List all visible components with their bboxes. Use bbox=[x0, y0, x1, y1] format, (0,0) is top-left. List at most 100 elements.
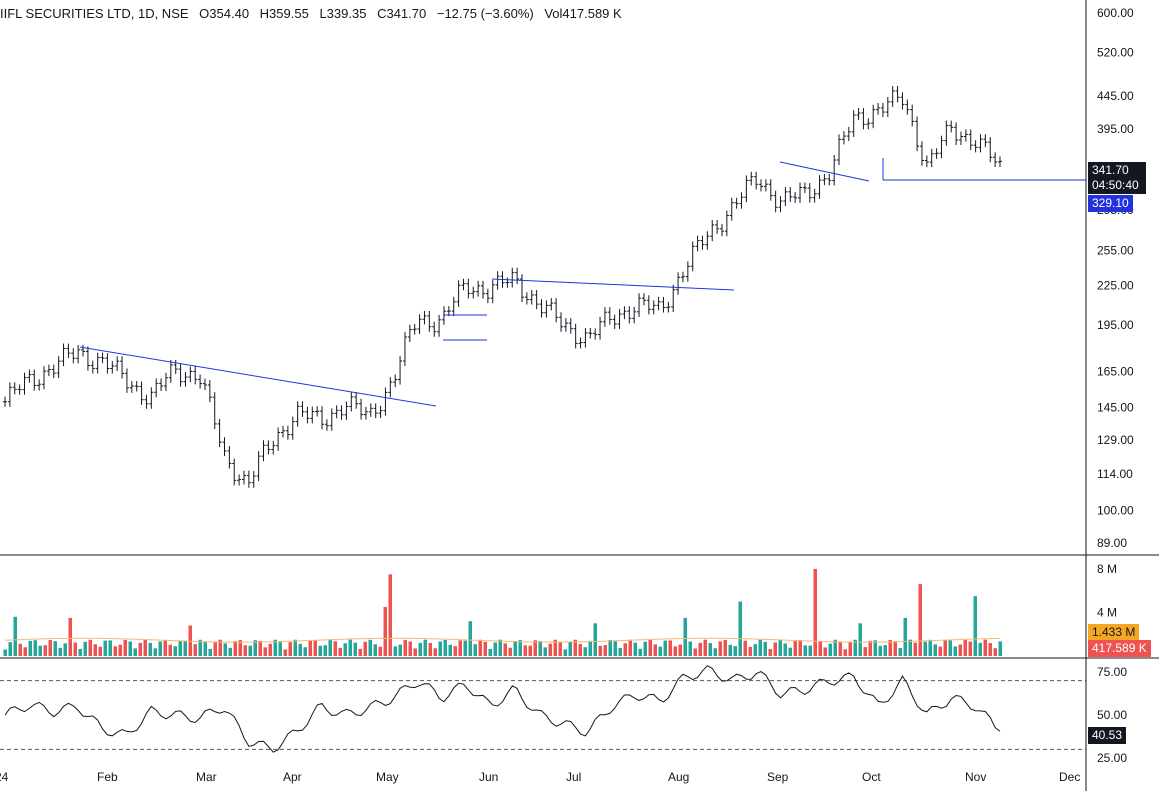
price-tick-label: 395.00 bbox=[1097, 122, 1134, 136]
volume-bar bbox=[558, 642, 562, 656]
volume-bar bbox=[808, 645, 812, 656]
volume-bar bbox=[958, 644, 962, 656]
volume-bar bbox=[418, 642, 422, 656]
volume-bar bbox=[163, 639, 167, 656]
volume-bar bbox=[838, 642, 842, 656]
volume-bar bbox=[723, 639, 727, 656]
volume-bar bbox=[223, 643, 227, 656]
volume-bar bbox=[28, 640, 32, 656]
volume-bar bbox=[78, 648, 82, 656]
volume-bar bbox=[978, 642, 982, 656]
volume-bar bbox=[528, 645, 532, 656]
price-tick-label: 145.00 bbox=[1097, 400, 1134, 414]
volume-bar bbox=[198, 639, 202, 656]
volume-bar bbox=[313, 640, 317, 656]
volume-bar bbox=[368, 639, 372, 656]
volume-bar bbox=[658, 646, 662, 656]
price-tick-label: 195.00 bbox=[1097, 318, 1134, 332]
volume-bar bbox=[703, 639, 707, 656]
volume-bar bbox=[443, 639, 447, 656]
volume-bar bbox=[238, 640, 242, 656]
volume-tick-label: 8 M bbox=[1097, 562, 1117, 576]
volume-bar bbox=[928, 639, 932, 656]
symbol-label: IIFL SECURITIES LTD, 1D, NSE bbox=[0, 6, 189, 21]
volume-bar bbox=[983, 639, 987, 656]
rsi-pane[interactable] bbox=[0, 665, 1086, 753]
volume-bar bbox=[243, 645, 247, 656]
volume-bar bbox=[518, 640, 522, 656]
volume-bar bbox=[513, 641, 517, 656]
volume-bar bbox=[863, 647, 867, 656]
volume-bar bbox=[523, 645, 527, 656]
volume-bar bbox=[468, 621, 472, 656]
countdown: 04:50:40 bbox=[1092, 178, 1139, 192]
volume-bar bbox=[273, 639, 277, 656]
volume-bar bbox=[643, 641, 647, 656]
volume-bar bbox=[303, 647, 307, 656]
volume-bar bbox=[763, 641, 767, 656]
volume-bar bbox=[138, 642, 142, 656]
volume-bar bbox=[998, 641, 1002, 656]
volume-bar bbox=[43, 645, 47, 656]
volume-bar bbox=[743, 640, 747, 656]
volume-bar bbox=[653, 644, 657, 656]
price-pane[interactable] bbox=[3, 85, 1086, 488]
volume-ma-line bbox=[4, 637, 1001, 643]
close-value: C341.70 bbox=[377, 6, 427, 21]
time-tick-label: Nov bbox=[965, 770, 986, 784]
volume-bar bbox=[288, 642, 292, 656]
volume-bar bbox=[428, 642, 432, 656]
trendline bbox=[779, 161, 870, 182]
chart-legend: IIFL SECURITIES LTD, 1D, NSE O354.40 H35… bbox=[0, 6, 629, 21]
volume-bar bbox=[218, 639, 222, 656]
volume-bar bbox=[633, 642, 637, 656]
volume-bar bbox=[893, 641, 897, 656]
rsi-line bbox=[4, 665, 1001, 753]
volume-bar bbox=[603, 645, 607, 656]
volume-bar bbox=[363, 641, 367, 656]
price-tick-label: 445.00 bbox=[1097, 89, 1134, 103]
volume-bar bbox=[328, 640, 332, 656]
volume-bar bbox=[903, 617, 907, 656]
volume-bar bbox=[913, 642, 917, 656]
volume-bar bbox=[993, 648, 997, 656]
volume-bar bbox=[63, 643, 67, 656]
volume-bar bbox=[478, 639, 482, 656]
volume-bar bbox=[648, 639, 652, 656]
volume-bar bbox=[823, 647, 827, 656]
volume-bar bbox=[563, 649, 567, 656]
volume-bar bbox=[258, 640, 262, 656]
open-value: O354.40 bbox=[199, 6, 250, 21]
volume-bar bbox=[168, 644, 172, 656]
volume-bar bbox=[143, 639, 147, 656]
volume-bar bbox=[253, 640, 257, 656]
volume-bar bbox=[343, 643, 347, 656]
volume-bar bbox=[18, 643, 22, 656]
volume-bar bbox=[628, 639, 632, 656]
volume-bar bbox=[753, 644, 757, 656]
volume-bar bbox=[213, 642, 217, 656]
volume-bar bbox=[573, 639, 577, 656]
time-tick-label: Mar bbox=[196, 770, 217, 784]
volume-bar bbox=[878, 645, 882, 656]
price-tick-label: 520.00 bbox=[1097, 46, 1134, 60]
volume-bar bbox=[298, 643, 302, 656]
volume-bar bbox=[693, 648, 697, 656]
volume-bar bbox=[778, 639, 782, 656]
volume-bar bbox=[843, 649, 847, 656]
time-tick-label: Oct bbox=[862, 770, 881, 784]
volume-bar bbox=[788, 647, 792, 656]
rsi-last-tag: 40.53 bbox=[1088, 727, 1127, 744]
rsi-tick-label: 75.00 bbox=[1097, 665, 1127, 679]
volume-bar bbox=[793, 641, 797, 656]
volume-bar bbox=[883, 645, 887, 656]
volume-bar bbox=[48, 640, 52, 656]
volume-bar bbox=[293, 639, 297, 656]
volume-bar bbox=[773, 642, 777, 656]
volume-bar bbox=[153, 648, 157, 656]
time-tick-label: Dec bbox=[1059, 770, 1080, 784]
volume-bar bbox=[873, 640, 877, 656]
volume-pane[interactable] bbox=[3, 568, 1003, 656]
